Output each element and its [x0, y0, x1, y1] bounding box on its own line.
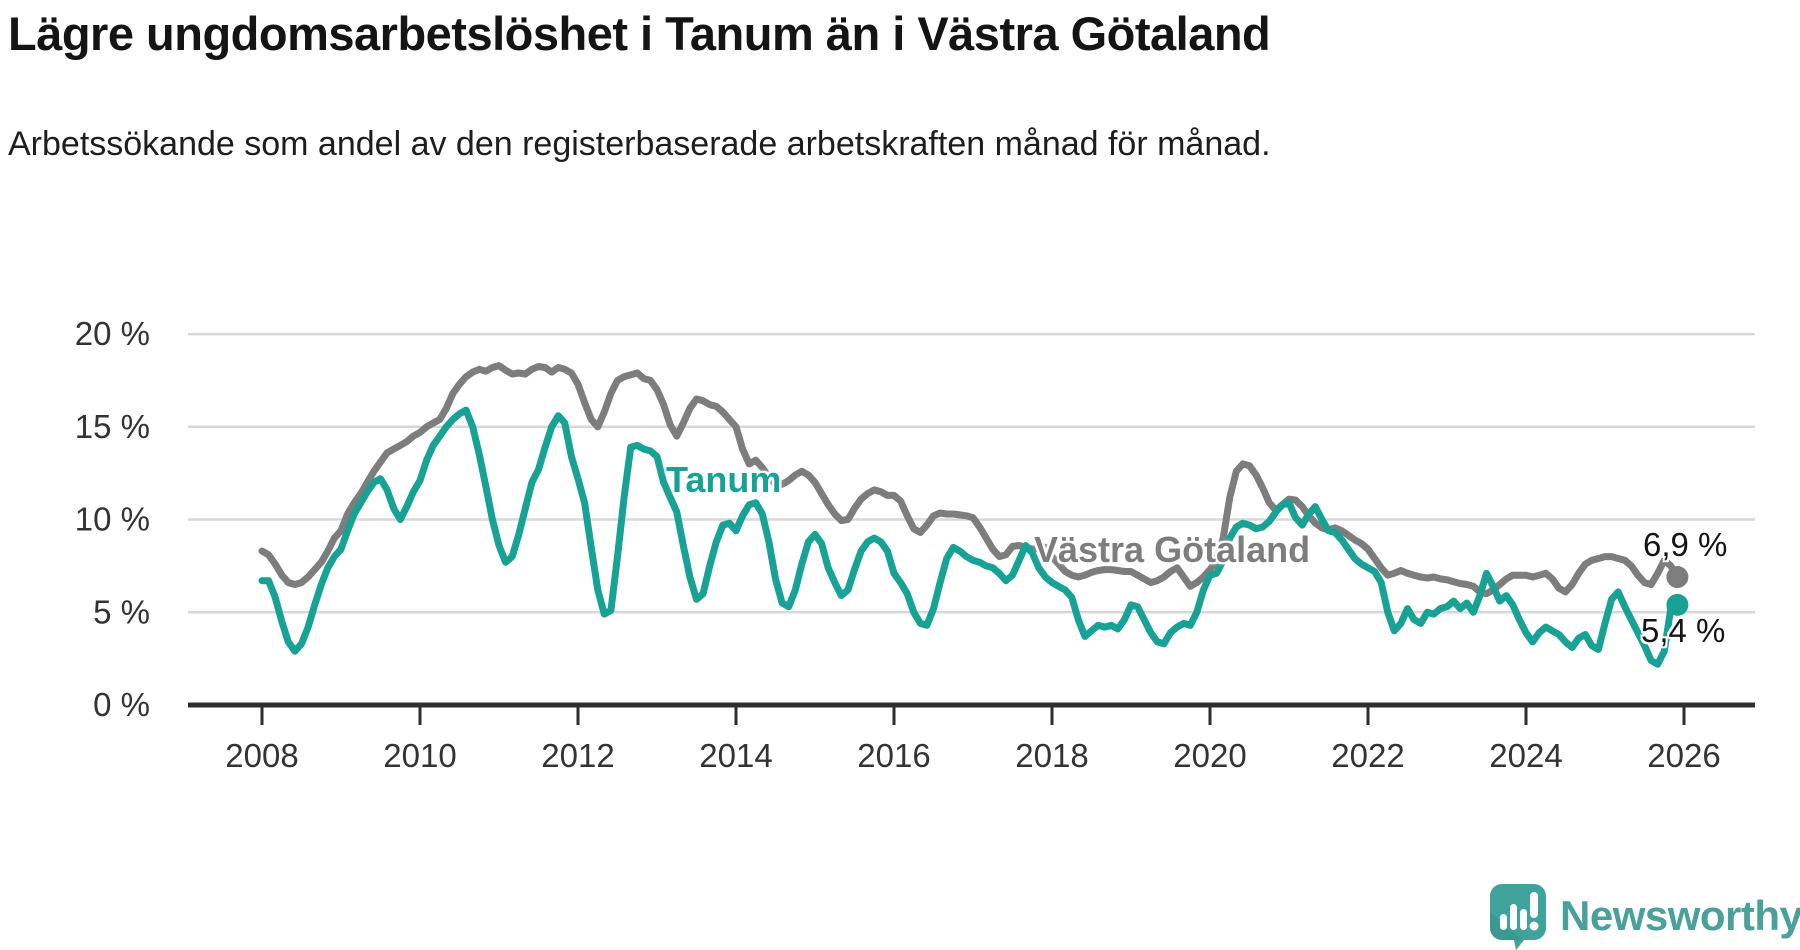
end-value-label-tanum: 5,4 % — [1641, 612, 1726, 649]
end-dot-v-stra-g-taland — [1666, 566, 1689, 589]
x-tick-label: 2024 — [1489, 737, 1562, 774]
brand-name: Newsworthy — [1560, 892, 1800, 939]
x-tick-label: 2022 — [1331, 737, 1404, 774]
bar-chart-speech-bubble-icon — [1490, 884, 1546, 950]
x-tick-label: 2012 — [541, 737, 614, 774]
y-tick-label: 5 % — [93, 593, 150, 630]
line-tanum — [258, 406, 1681, 668]
newsworthy-logo: Newsworthy — [1488, 882, 1800, 950]
series-label-vastra-gotaland: Västra Götaland — [1034, 529, 1311, 570]
y-tick-label: 20 % — [75, 315, 150, 352]
x-tick-label: 2020 — [1173, 737, 1246, 774]
y-tick-label: 0 % — [93, 686, 150, 723]
end-dot-tanum — [1666, 593, 1689, 616]
series-label-tanum: Tanum — [666, 459, 782, 500]
x-tick-label: 2026 — [1647, 737, 1720, 774]
x-tick-label: 2018 — [1015, 737, 1088, 774]
end-value-label-vastra-gotaland: 6,9 % — [1643, 526, 1728, 563]
x-tick-label: 2008 — [225, 737, 298, 774]
x-tick-label: 2016 — [857, 737, 930, 774]
x-tick-label: 2010 — [383, 737, 456, 774]
page-title: Lägre ungdomsarbetslöshet i Tanum än i V… — [8, 7, 1271, 60]
y-tick-label: 15 % — [75, 408, 150, 445]
x-tick-label: 2014 — [699, 737, 772, 774]
y-tick-label: 10 % — [75, 501, 150, 538]
chart-subtitle: Arbetssökande som andel av den registerb… — [8, 125, 1271, 163]
line-v-stra-g-taland — [258, 362, 1681, 598]
